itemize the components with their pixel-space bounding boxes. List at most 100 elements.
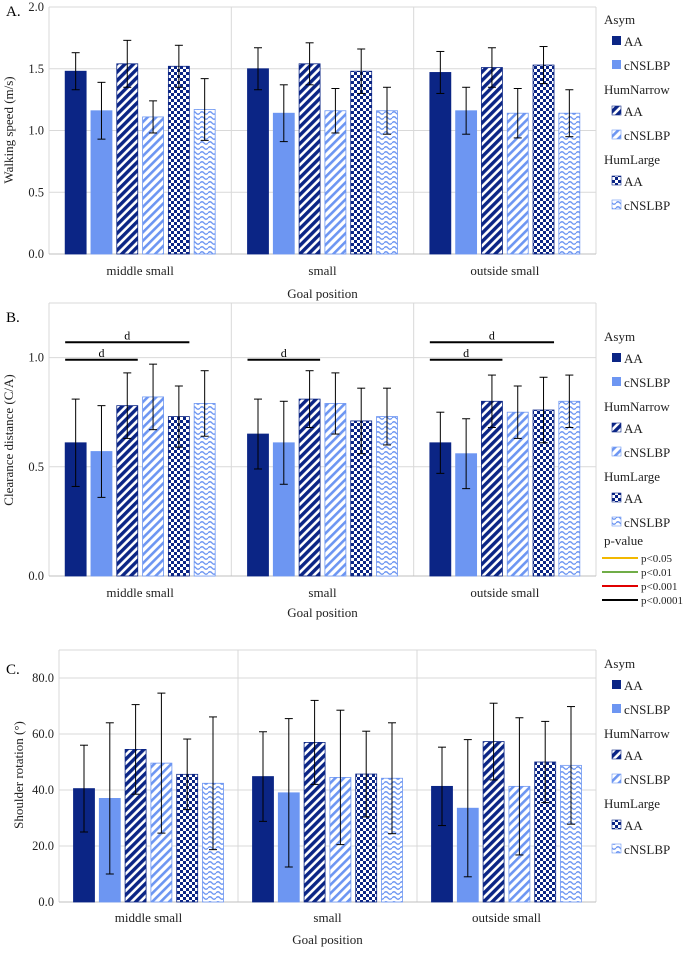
significance-label: d: [98, 346, 104, 360]
x-axis-title: Goal position: [287, 286, 358, 301]
legend-swatch: [611, 446, 622, 457]
legend-group-title: HumNarrow: [604, 399, 670, 414]
bar: [350, 70, 373, 255]
x-tick-label: small: [313, 910, 342, 925]
pvalue-legend-label: p<0.01: [641, 567, 672, 579]
bar: [247, 68, 269, 255]
legend-group-title: Asym: [604, 12, 635, 27]
x-axis-title: Goal position: [287, 605, 358, 620]
legend-swatch: [611, 105, 622, 116]
legend-swatch: [611, 129, 622, 140]
y-axis-title: Walking speed (m/s): [1, 76, 16, 183]
y-tick-label: 1.0: [28, 351, 44, 365]
legend-item-label: cNSLBP: [624, 128, 670, 143]
x-tick-label: middle small: [106, 263, 174, 278]
legend-swatch: [611, 175, 622, 186]
legend-item-label: cNSLBP: [624, 58, 670, 73]
x-tick-label: outside small: [470, 585, 539, 600]
legend-item-label: cNSLBP: [624, 375, 670, 390]
x-tick-label: outside small: [470, 263, 539, 278]
pvalue-legend-label: p<0.001: [641, 581, 677, 593]
x-tick-label: outside small: [472, 910, 541, 925]
bar: [532, 64, 555, 255]
legend-swatch: [612, 36, 621, 45]
y-tick-label: 80.0: [32, 671, 54, 685]
y-tick-label: 20.0: [32, 839, 54, 853]
pvalue-legend-label: p<0.0001: [641, 595, 683, 607]
y-tick-label: 1.0: [28, 124, 44, 138]
legend-swatch: [612, 680, 621, 689]
legend-item-label: AA: [624, 491, 643, 506]
significance-label: d: [124, 328, 130, 342]
y-tick-label: 2.0: [28, 0, 44, 14]
y-tick-label: 1.5: [28, 62, 44, 76]
legend-swatch: [611, 199, 622, 210]
y-axis-title: Shoulder rotation (°): [11, 721, 26, 829]
legend-group-title: HumNarrow: [604, 726, 670, 741]
x-tick-label: middle small: [115, 910, 183, 925]
significance-label: d: [489, 328, 495, 342]
legend-item-label: cNSLBP: [624, 198, 670, 213]
legend-swatch: [611, 749, 622, 760]
pvalue-legend-title: p-value: [604, 533, 643, 548]
legend-panel-a: Asym AA cNSLBP HumNarrow AA cNSLBP HumLarge AA c…: [604, 12, 670, 213]
x-tick-label: small: [308, 263, 337, 278]
legend-swatch: [612, 353, 621, 362]
pvalue-legend-label: p<0.05: [641, 553, 672, 565]
panel-label: C.: [6, 662, 20, 678]
y-tick-label: 0.0: [38, 895, 54, 909]
chart-panel-a: 0.0 0.5 1.0 1.5 2.0 middle small small outside …: [1, 0, 597, 301]
bar: [481, 67, 503, 255]
legend-swatch: [611, 422, 622, 433]
legend-item-label: cNSLBP: [624, 702, 670, 717]
bar: [116, 63, 139, 255]
legend-item-label: cNSLBP: [624, 515, 670, 530]
y-tick-label: 60.0: [32, 727, 54, 741]
legend-item-label: AA: [624, 818, 643, 833]
legend-item-label: AA: [624, 34, 643, 49]
y-tick-label: 0.0: [28, 569, 44, 583]
legend-item-label: cNSLBP: [624, 842, 670, 857]
legend-swatch: [611, 773, 622, 784]
legends: Asym AA cNSLBP HumNarrow AA cNSLBP HumLarge AA c…: [602, 12, 683, 857]
y-tick-label: 0.0: [28, 247, 44, 261]
bar: [142, 116, 164, 255]
panel-label: B.: [6, 310, 20, 326]
legend-item-label: AA: [624, 174, 643, 189]
legend-swatch: [611, 843, 622, 854]
legend-item-label: AA: [624, 351, 643, 366]
x-tick-label: small: [308, 585, 337, 600]
legend-item-label: cNSLBP: [624, 445, 670, 460]
legend-item-label: AA: [624, 104, 643, 119]
legend-group-title: Asym: [604, 329, 635, 344]
legend-swatch: [611, 516, 622, 527]
legend-group-title: HumLarge: [604, 152, 660, 167]
significance-label: d: [463, 346, 469, 360]
y-tick-label: 0.5: [28, 185, 44, 199]
chart-panel-c: 0.0 20.0 40.0 60.0 80.0 middle small small outs…: [6, 649, 597, 947]
legend-item-label: AA: [624, 748, 643, 763]
bar: [298, 63, 321, 255]
legend-swatch: [612, 377, 621, 386]
legend-item-label: AA: [624, 678, 643, 693]
bar: [64, 70, 87, 255]
legend-panel-c: Asym AA cNSLBP HumNarrow AA cNSLBP HumLarge AA c…: [604, 656, 670, 857]
x-axis-title: Goal position: [292, 932, 363, 947]
legend-swatch: [611, 492, 622, 503]
legend-group-title: HumNarrow: [604, 82, 670, 97]
chart-panel-b: 0.0 0.5 1.0 middle small small outside small d…: [1, 302, 597, 620]
y-tick-label: 0.5: [28, 460, 44, 474]
legend-item-label: AA: [624, 421, 643, 436]
y-axis-title: Clearance distance (C/A): [1, 374, 16, 505]
legend-panel-b: Asym AA cNSLBP HumNarrow AA cNSLBP HumLarge AA c…: [602, 329, 683, 607]
legend-item-label: cNSLBP: [624, 772, 670, 787]
significance-label: d: [281, 346, 287, 360]
chart-panels: 0.0 0.5 1.0 1.5 2.0 middle small small outside …: [1, 0, 597, 947]
panel-label: A.: [6, 4, 21, 20]
x-tick-label: middle small: [106, 585, 174, 600]
legend-group-title: Asym: [604, 656, 635, 671]
bar: [167, 65, 190, 255]
legend-swatch: [611, 819, 622, 830]
legend-group-title: HumLarge: [604, 469, 660, 484]
